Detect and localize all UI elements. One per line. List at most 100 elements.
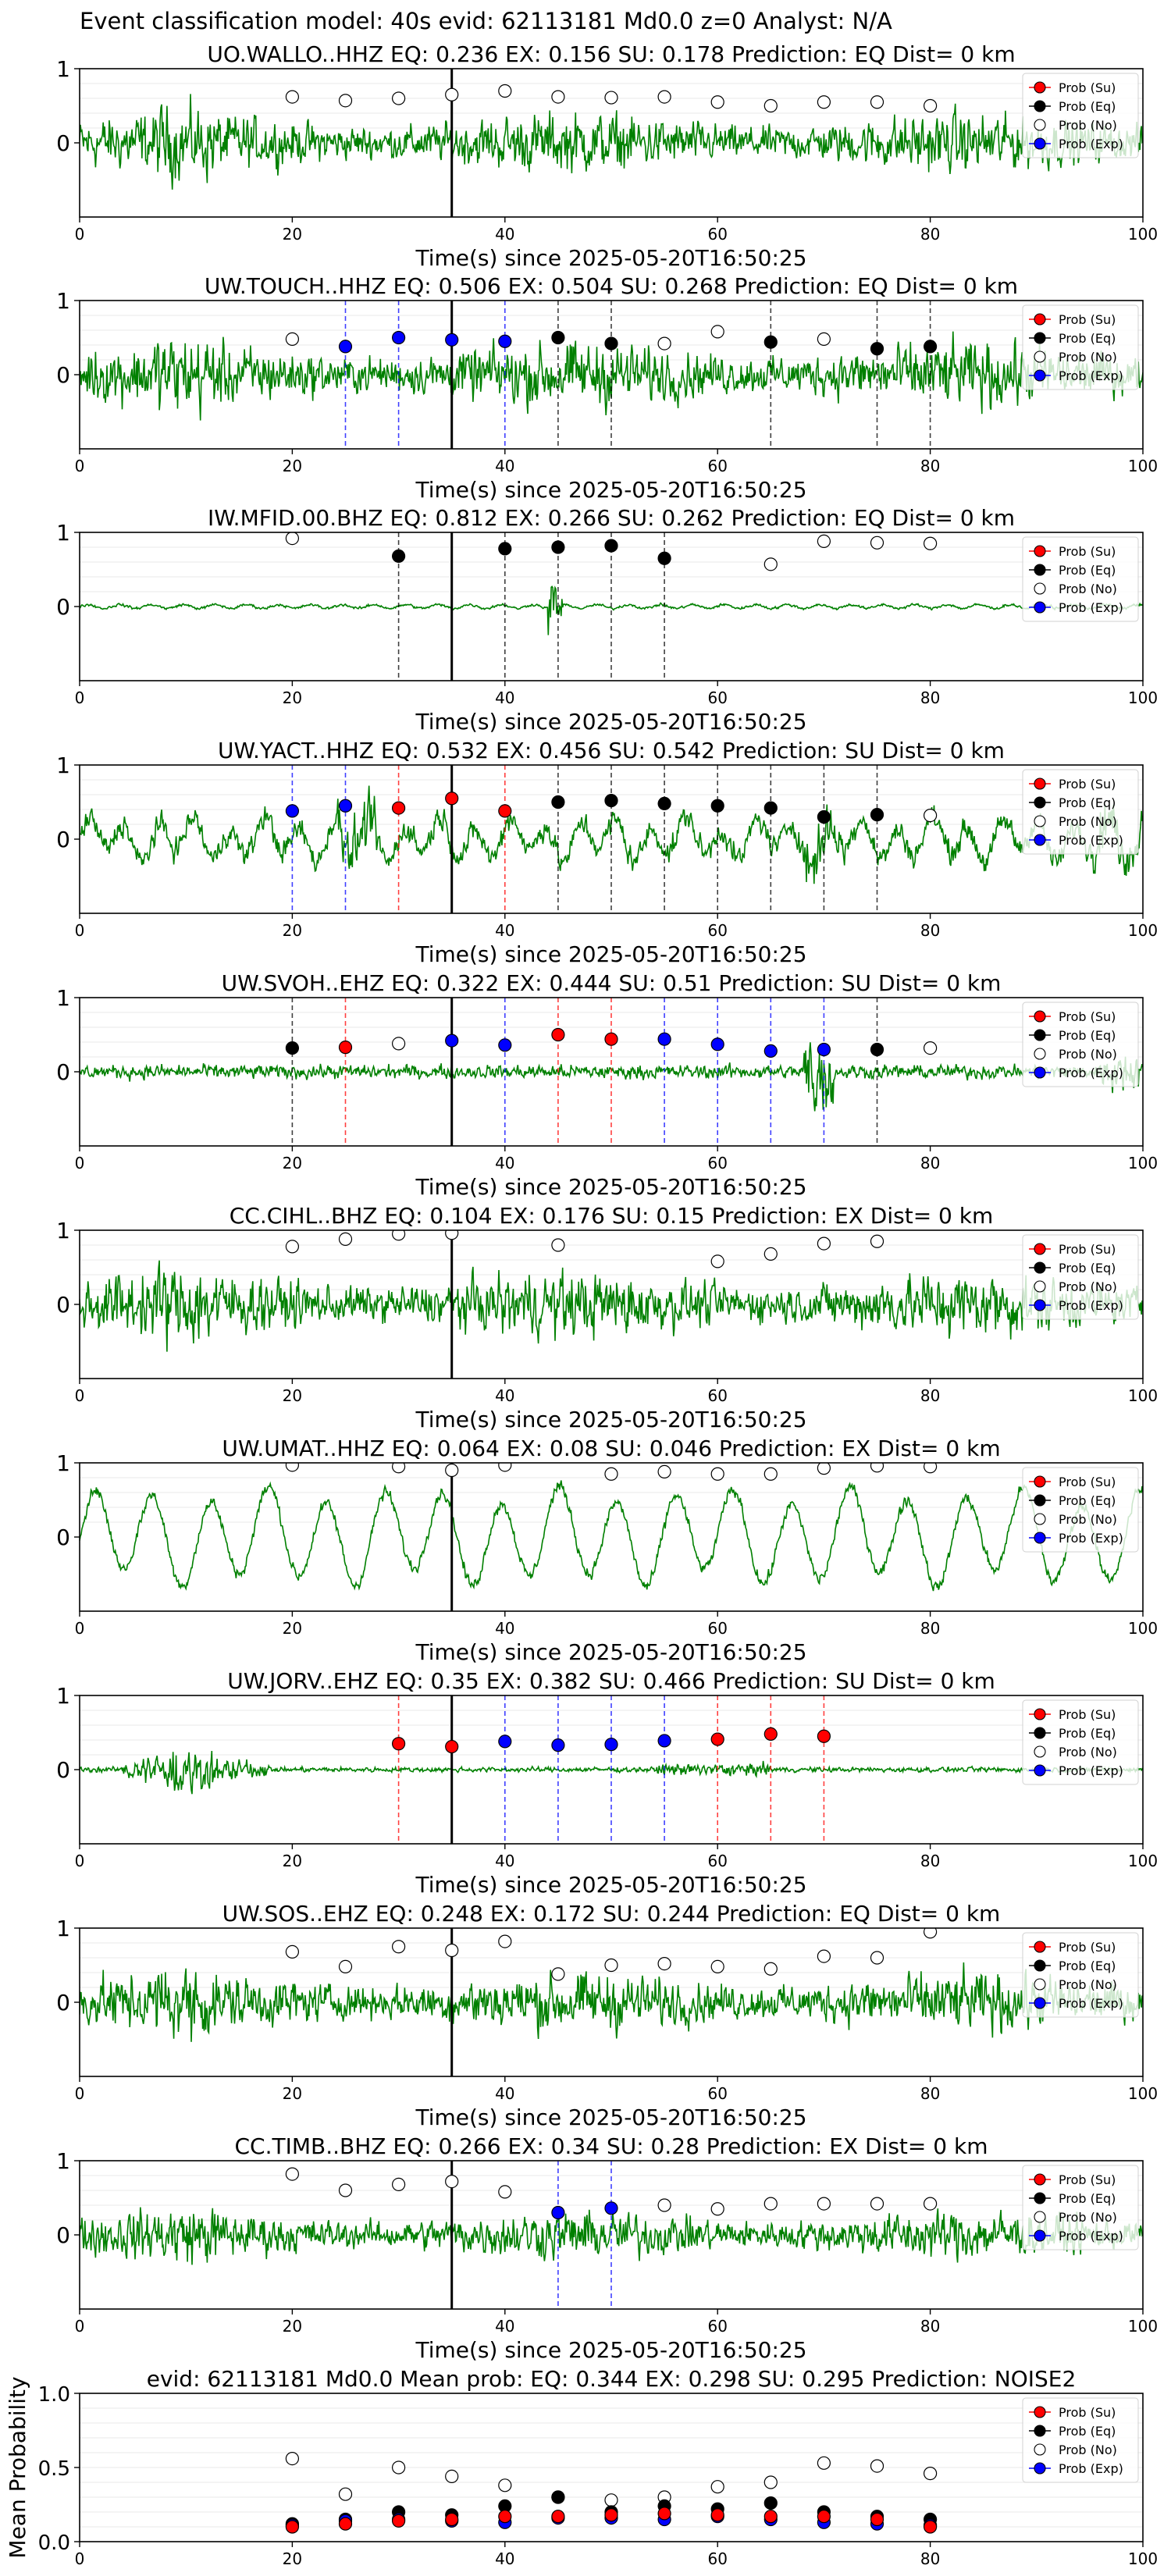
prob-marker-probno <box>763 1247 778 1261</box>
y-tick-label: 0.0 <box>38 2532 70 2555</box>
prob-marker-probno <box>923 2197 938 2211</box>
prob-marker-probno <box>817 2456 831 2470</box>
legend-marker <box>1034 1299 1046 1311</box>
prob-marker-probno <box>870 95 884 109</box>
x-tick-label: 20 <box>283 688 302 707</box>
legend-marker <box>1034 2425 1046 2437</box>
legend: Prob (Su) Prob (Eq) Prob (No) Prob (Exp) <box>1022 1467 1139 1553</box>
x-tick-label: 60 <box>707 457 727 475</box>
x-tick-label: 20 <box>283 225 302 244</box>
prob-marker-probsu <box>870 2512 884 2527</box>
prob-marker-probno <box>870 2197 884 2211</box>
prob-marker-probsu <box>445 1739 459 1754</box>
prob-marker-probexp <box>285 804 299 818</box>
prob-marker-probno <box>604 1467 618 1481</box>
prob-marker-probexp <box>817 1042 831 1057</box>
x-axis-label: Time(s) since 2025-05-20T16:50:25 <box>415 1407 806 1432</box>
legend-marker <box>1034 1029 1046 1041</box>
x-tick-label: 80 <box>920 1154 940 1172</box>
figure-suptitle: Event classification model: 40s evid: 62… <box>80 8 892 34</box>
x-tick-label: 40 <box>495 2084 514 2103</box>
x-tick-label: 0 <box>75 2549 85 2568</box>
prob-marker-probsu <box>710 2508 724 2522</box>
legend-marker <box>1034 815 1046 827</box>
y-tick-label: 0 <box>56 362 70 388</box>
panel-3: IW.MFID.00.BHZ EQ: 0.812 EX: 0.266 SU: 0… <box>56 505 1158 735</box>
panel-5: UW.SVOH..EHZ EQ: 0.322 EX: 0.444 SU: 0.5… <box>56 970 1158 1200</box>
plot-area <box>80 532 1143 681</box>
panel-4: UW.YACT..HHZ EQ: 0.532 EX: 0.456 SU: 0.5… <box>56 738 1158 967</box>
x-axis-label: Time(s) since 2025-05-20T16:50:25 <box>415 2105 806 2130</box>
prob-marker-probno <box>657 1464 671 1479</box>
x-axis-label: Time(s) since 2025-05-20T16:50:25 <box>415 1174 806 1200</box>
legend: Prob (Su) Prob (Eq) Prob (No) Prob (Exp) <box>1022 769 1139 855</box>
legend-box <box>1022 2397 1139 2483</box>
x-tick-label: 60 <box>707 921 727 940</box>
legend-label: Prob (Su) <box>1059 777 1116 792</box>
legend-label: Prob (Eq) <box>1059 1959 1116 1973</box>
legend-label: Prob (Exp) <box>1059 368 1123 383</box>
y-tick-label: 1 <box>56 753 70 778</box>
panel-title: UW.UMAT..HHZ EQ: 0.064 EX: 0.08 SU: 0.04… <box>222 1436 1000 1461</box>
x-tick-label: 0 <box>75 1386 85 1405</box>
prob-marker-probsu <box>817 1729 831 1743</box>
legend-label: Prob (Exp) <box>1059 1298 1123 1313</box>
prob-marker-probexp <box>710 1037 724 1051</box>
legend-label: Prob (Eq) <box>1059 99 1116 114</box>
prob-marker-probsu <box>657 2507 671 2521</box>
x-tick-label: 100 <box>1128 2549 1158 2568</box>
prob-marker-probexp <box>392 330 406 345</box>
prob-marker-probexp <box>657 1032 671 1046</box>
legend-label: Prob (Eq) <box>1059 563 1116 578</box>
waveform-trace <box>80 1962 1143 2042</box>
prob-marker-probno <box>392 1940 406 1954</box>
x-tick-label: 0 <box>75 2084 85 2103</box>
legend-box <box>1022 1002 1139 1087</box>
legend-label: Prob (Exp) <box>1059 1996 1123 2011</box>
panel-title: UW.JORV..EHZ EQ: 0.35 EX: 0.382 SU: 0.46… <box>227 1668 995 1694</box>
y-tick-label: 0 <box>56 827 70 852</box>
y-tick-label: 1 <box>56 1218 70 1244</box>
x-tick-label: 80 <box>920 1386 940 1405</box>
legend-label: Prob (Su) <box>1059 2172 1116 2187</box>
y-tick-label: 0 <box>56 130 70 156</box>
prob-marker-probno <box>445 1463 459 1478</box>
prob-marker-probno <box>710 2480 724 2494</box>
x-tick-label: 80 <box>920 1852 940 1870</box>
prob-marker-probno <box>923 98 938 113</box>
legend-marker <box>1034 1048 1046 1060</box>
legend-label: Prob (Su) <box>1059 1940 1116 1955</box>
y-tick-label: 1 <box>56 2148 70 2174</box>
x-tick-label: 60 <box>707 1154 727 1172</box>
prob-marker-probno <box>870 535 884 550</box>
prob-marker-probeq <box>763 2496 778 2510</box>
legend-label: Prob (No) <box>1059 1745 1117 1759</box>
legend-marker <box>1034 2462 1046 2475</box>
legend-marker <box>1034 834 1046 846</box>
prob-marker-probno <box>710 1254 724 1268</box>
prob-marker-probno <box>763 557 778 571</box>
prob-marker-probsu <box>551 1027 565 1042</box>
prob-marker-probno <box>392 2177 406 2191</box>
panel-title: CC.CIHL..BHZ EQ: 0.104 EX: 0.176 SU: 0.1… <box>230 1203 994 1229</box>
x-tick-label: 60 <box>707 2549 727 2568</box>
legend-marker <box>1034 1978 1046 1991</box>
legend: Prob (Su) Prob (Eq) Prob (No) Prob (Exp) <box>1022 1002 1139 1087</box>
legend-label: Prob (No) <box>1059 118 1117 133</box>
prob-marker-probeq <box>923 340 938 354</box>
prob-marker-probexp <box>338 799 353 813</box>
legend-marker <box>1034 2192 1046 2204</box>
x-tick-label: 40 <box>495 1619 514 1638</box>
x-tick-label: 0 <box>75 457 85 475</box>
legend-marker <box>1034 1513 1046 1525</box>
prob-marker-probeq <box>763 801 778 815</box>
prob-marker-probno <box>285 1240 299 1254</box>
x-tick-label: 80 <box>920 921 940 940</box>
legend-label: Prob (Eq) <box>1059 1028 1116 1043</box>
prob-marker-probno <box>657 90 671 104</box>
legend-label: Prob (Su) <box>1059 1009 1116 1024</box>
y-tick-label: 0 <box>56 1292 70 1318</box>
prob-marker-probsu <box>604 2508 618 2522</box>
prob-marker-probexp <box>338 340 353 354</box>
x-tick-label: 80 <box>920 457 940 475</box>
